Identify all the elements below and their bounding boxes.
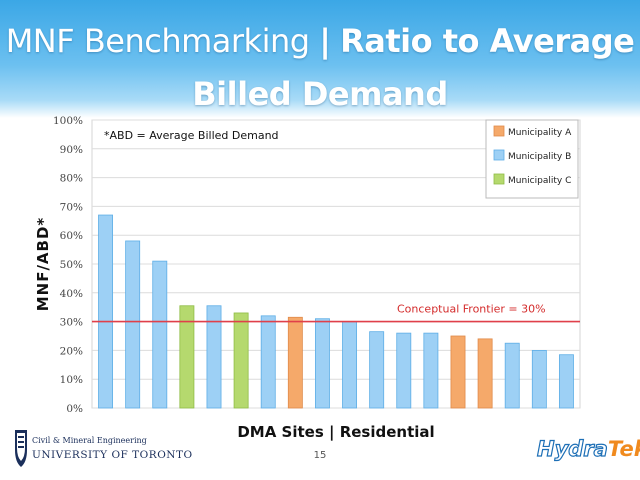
y-tick-label: 60% (60, 230, 83, 242)
legend-swatch (493, 125, 505, 137)
y-tick-label: 100% (53, 115, 83, 127)
title-separator: | (319, 22, 331, 60)
bar (477, 338, 493, 409)
department-name: Civil & Mineral Engineering (32, 436, 147, 445)
bar (152, 260, 168, 409)
bar (423, 332, 439, 409)
bar (558, 354, 574, 409)
bar (314, 318, 330, 409)
page-number: 15 (313, 450, 327, 461)
bar (98, 214, 114, 409)
y-tick-label: 50% (60, 259, 83, 271)
bar (125, 240, 141, 409)
title-bold: Ratio to Average (340, 22, 635, 60)
bar (179, 305, 195, 409)
hydratek-logo: HydraTek (536, 436, 640, 473)
y-tick-label: 90% (60, 144, 83, 156)
legend-swatch (493, 149, 505, 161)
slide-title-line-2: Billed Demand (0, 75, 640, 113)
y-tick-label: 10% (60, 374, 83, 386)
y-tick-label: 30% (60, 317, 83, 329)
logo-part-2: Tek (607, 437, 640, 461)
crest-icon (15, 430, 27, 467)
bar (450, 335, 466, 409)
legend-label: Municipality C (508, 176, 571, 186)
x-axis-label: DMA Sites | Residential (237, 423, 434, 442)
y-tick-label: 20% (60, 345, 83, 357)
legend-label: Municipality A (508, 128, 572, 138)
logo-part-1: Hydra (536, 436, 608, 461)
y-tick-label: 80% (60, 173, 83, 185)
bar (531, 349, 547, 409)
bar (287, 316, 303, 409)
legend-swatch (493, 173, 505, 185)
legend-label: Municipality B (508, 152, 571, 162)
university-name: UNIVERSITY OF TORONTO (32, 449, 193, 461)
y-tick-label: 70% (60, 201, 83, 213)
bar (342, 321, 358, 409)
title-bold-line-2: Billed Demand (192, 75, 448, 113)
bar (206, 305, 222, 409)
y-tick-label: 0% (66, 403, 83, 415)
frontier-label: Conceptual Frontier = 30% (397, 303, 546, 316)
y-axis-label: MNF/ABD* (34, 217, 52, 312)
bar (233, 312, 249, 409)
y-tick-label: 40% (60, 288, 83, 300)
bar (504, 342, 520, 409)
bar (396, 332, 412, 409)
university-logo: Civil & Mineral Engineering UNIVERSITY O… (14, 428, 192, 472)
bar (260, 315, 276, 409)
title-banner (0, 0, 640, 118)
slide-title-line-1: MNF Benchmarking | Ratio to Average (0, 22, 640, 60)
title-regular: MNF Benchmarking (5, 22, 310, 60)
abd-footnote: *ABD = Average Billed Demand (104, 129, 279, 142)
bar (369, 331, 385, 409)
